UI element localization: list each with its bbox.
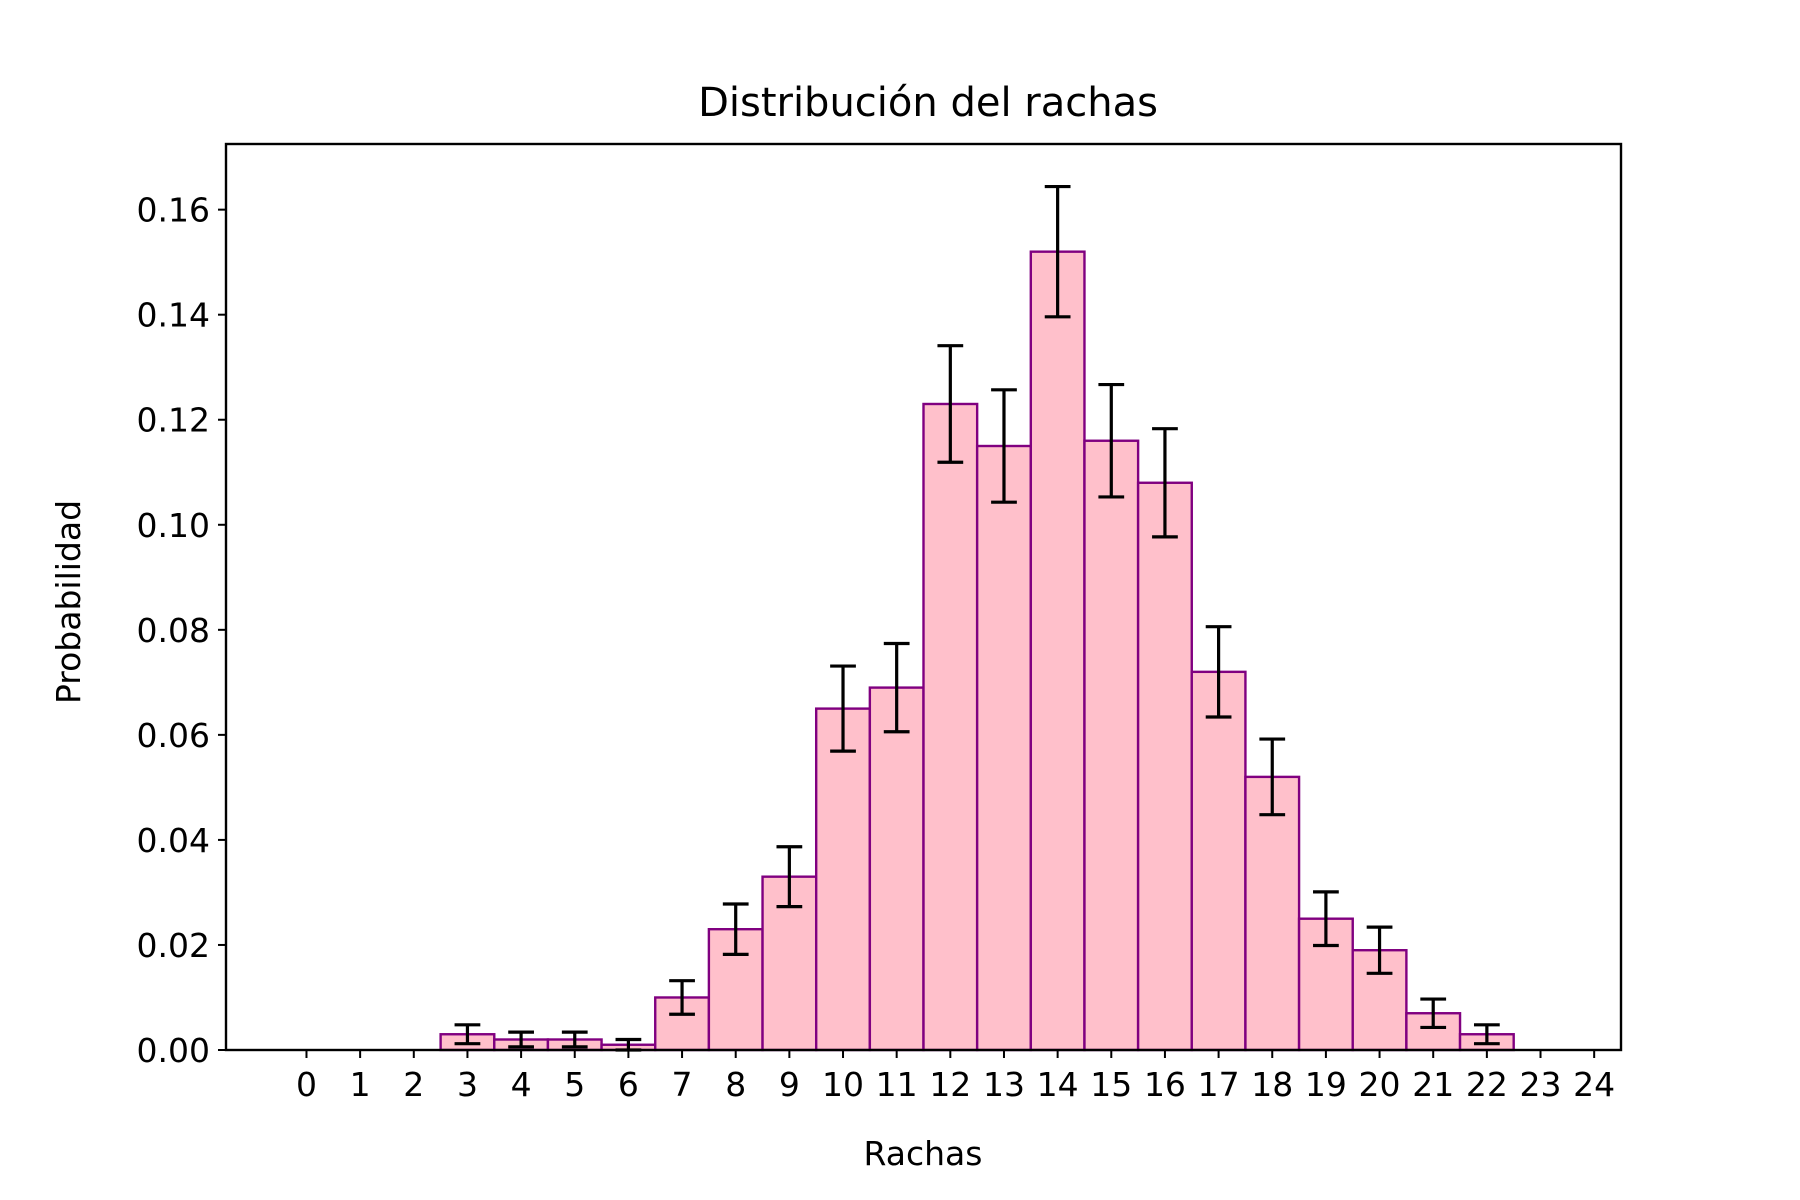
error-bar-19	[1313, 890, 1339, 948]
x-tick-label-14: 14	[1037, 1065, 1079, 1104]
error-bar-14	[1044, 184, 1071, 319]
error-bar-22	[1473, 1023, 1500, 1046]
x-axis-label: Rachas	[864, 1134, 983, 1173]
bars-layer	[439, 250, 1515, 1052]
error-bar-15	[1098, 382, 1125, 499]
y-tick-label-5: 0.10	[137, 506, 210, 545]
x-tick-label-1: 1	[350, 1065, 371, 1104]
x-tick-label-6: 6	[618, 1065, 639, 1104]
y-tick-label-3: 0.06	[137, 716, 210, 755]
error-bar-21	[1420, 997, 1447, 1030]
y-tick-label-2: 0.04	[137, 821, 210, 860]
x-tick-label-20: 20	[1359, 1065, 1401, 1104]
error-bar-16	[1152, 427, 1178, 539]
x-tick-label-21: 21	[1412, 1065, 1454, 1104]
x-tick-label-2: 2	[403, 1065, 424, 1104]
x-tick-label-22: 22	[1466, 1065, 1508, 1104]
x-tick-label-7: 7	[672, 1065, 693, 1104]
chart-title: Distribución del rachas	[698, 80, 1158, 126]
error-bar-7	[669, 979, 695, 1016]
x-axis-ticks: 0 1 2 3 4 5 6 7 8 9 10 11 12 13 14 15 16 17 18 19 20 21 22 23 24	[296, 1050, 1615, 1104]
bar-10	[814, 707, 872, 1052]
bar-13	[975, 444, 1033, 1052]
error-bar-18	[1259, 737, 1286, 817]
error-bar-13	[991, 388, 1017, 504]
bar-11	[868, 686, 925, 1052]
x-tick-label-19: 19	[1305, 1065, 1347, 1104]
bar-12	[922, 402, 979, 1052]
error-bar-11	[883, 641, 910, 734]
y-axis-ticks: 0.00 0.02 0.04 0.06 0.08 0.10 0.12 0.14 0.16	[137, 191, 226, 1070]
bar-14	[1029, 250, 1086, 1052]
x-tick-label-23: 23	[1520, 1065, 1562, 1104]
error-bar-12	[937, 344, 964, 464]
y-tick-label-0: 0.00	[137, 1031, 210, 1070]
x-tick-label-3: 3	[457, 1065, 478, 1104]
x-tick-label-10: 10	[822, 1065, 864, 1104]
error-bars-layer	[454, 184, 1500, 1052]
x-tick-label-9: 9	[779, 1065, 800, 1104]
error-bar-5	[561, 1030, 588, 1049]
y-tick-label-6: 0.12	[137, 401, 210, 440]
error-bar-4	[508, 1030, 534, 1049]
error-bar-3	[454, 1023, 481, 1046]
error-bar-20	[1366, 925, 1393, 975]
x-tick-label-4: 4	[511, 1065, 532, 1104]
x-tick-label-13: 13	[983, 1065, 1025, 1104]
bar-15	[1083, 439, 1140, 1052]
x-tick-label-0: 0	[296, 1065, 317, 1104]
plot-frame	[224, 142, 1623, 1052]
y-axis-label: Probabilidad	[49, 500, 88, 704]
error-bar-9	[776, 845, 803, 909]
x-tick-label-24: 24	[1573, 1065, 1615, 1104]
x-tick-label-12: 12	[929, 1065, 971, 1104]
x-tick-label-17: 17	[1198, 1065, 1240, 1104]
x-tick-label-8: 8	[725, 1065, 746, 1104]
y-tick-label-8: 0.16	[137, 191, 210, 230]
x-tick-label-11: 11	[876, 1065, 918, 1104]
bar-17	[1190, 670, 1247, 1052]
x-tick-label-16: 16	[1144, 1065, 1186, 1104]
error-bar-10	[830, 664, 856, 753]
y-tick-label-7: 0.14	[137, 296, 210, 335]
bar-16	[1136, 481, 1193, 1052]
y-tick-label-1: 0.02	[137, 926, 210, 965]
x-tick-label-5: 5	[564, 1065, 585, 1104]
bar-18	[1244, 775, 1301, 1052]
error-bar-8	[722, 902, 749, 957]
x-tick-label-18: 18	[1251, 1065, 1293, 1104]
y-tick-label-4: 0.08	[137, 611, 210, 650]
error-bar-17	[1205, 625, 1232, 719]
x-tick-label-15: 15	[1090, 1065, 1132, 1104]
